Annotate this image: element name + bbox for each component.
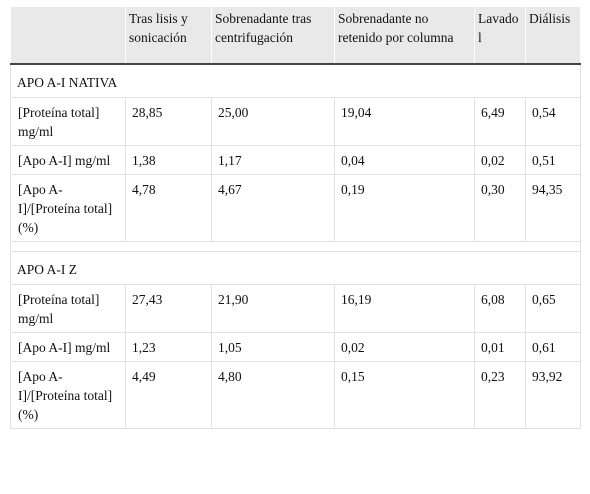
cell-value: 1,23 xyxy=(125,332,212,362)
column-header: Lavado l xyxy=(474,6,526,65)
section-title: APO A-I Z xyxy=(10,251,581,285)
cell-value: 1,38 xyxy=(125,145,212,175)
data-row: [Proteína total] mg/ml 28,85 25,00 19,04 6,4… xyxy=(10,97,581,146)
row-label: [Apo A-I]/[Proteína total] (%) xyxy=(10,174,126,242)
cell-value: 0,23 xyxy=(474,361,526,429)
cell-value: 21,90 xyxy=(211,284,335,333)
cell-value: 27,43 xyxy=(125,284,212,333)
cell-value: 0,01 xyxy=(474,332,526,362)
cell-value: 28,85 xyxy=(125,97,212,146)
data-row: [Apo A-I]/[Proteína total] (%) 4,49 4,80 0,… xyxy=(10,361,581,429)
column-header: Sobrenadante tras centrifugación xyxy=(211,6,335,65)
section-title: APO A-I NATIVA xyxy=(10,63,581,98)
data-row: [Proteína total] mg/ml 27,43 21,90 16,19 6,0… xyxy=(10,284,581,333)
section-row: APO A-I Z xyxy=(10,251,581,285)
cell-value: 19,04 xyxy=(334,97,475,146)
cell-value: 1,17 xyxy=(211,145,335,175)
cell-value: 0,04 xyxy=(334,145,475,175)
cell-value: 0,65 xyxy=(525,284,581,333)
spacer-cell xyxy=(10,241,581,252)
data-row: [Apo A-I] mg/ml 1,38 1,17 0,04 0,02 0,51 xyxy=(10,145,581,175)
cell-value: 0,19 xyxy=(334,174,475,242)
cell-value: 1,05 xyxy=(211,332,335,362)
cell-value: 4,67 xyxy=(211,174,335,242)
cell-value: 0,51 xyxy=(525,145,581,175)
cell-value: 0,54 xyxy=(525,97,581,146)
cell-value: 16,19 xyxy=(334,284,475,333)
cell-value: 25,00 xyxy=(211,97,335,146)
data-row: [Apo A-I] mg/ml 1,23 1,05 0,02 0,01 0,61 xyxy=(10,332,581,362)
row-label: [Apo A-I] mg/ml xyxy=(10,145,126,175)
spacer-row xyxy=(10,241,581,252)
cell-value: 6,49 xyxy=(474,97,526,146)
header-row: Tras lisis y sonicación Sobrenadante tras… xyxy=(10,6,581,65)
cell-value: 0,61 xyxy=(525,332,581,362)
column-header: Tras lisis y sonicación xyxy=(125,6,212,65)
header-corner xyxy=(10,6,126,65)
table-header: Tras lisis y sonicación Sobrenadante tras… xyxy=(10,6,581,65)
cell-value: 0,15 xyxy=(334,361,475,429)
section-row: APO A-I NATIVA xyxy=(10,63,581,98)
cell-value: 4,80 xyxy=(211,361,335,429)
row-label: [Apo A-I]/[Proteína total] (%) xyxy=(10,361,126,429)
cell-value: 0,30 xyxy=(474,174,526,242)
row-label: [Apo A-I] mg/ml xyxy=(10,332,126,362)
data-table: Tras lisis y sonicación Sobrenadante tras… xyxy=(10,6,581,429)
cell-value: 93,92 xyxy=(525,361,581,429)
data-row: [Apo A-I]/[Proteína total] (%) 4,78 4,67 0,… xyxy=(10,174,581,242)
row-label: [Proteína total] mg/ml xyxy=(10,284,126,333)
column-header: Sobrenadante no retenido por columna xyxy=(334,6,475,65)
cell-value: 4,49 xyxy=(125,361,212,429)
row-label: [Proteína total] mg/ml xyxy=(10,97,126,146)
cell-value: 94,35 xyxy=(525,174,581,242)
cell-value: 4,78 xyxy=(125,174,212,242)
table-body: APO A-I NATIVA [Proteína total] mg/ml 28,8… xyxy=(10,63,581,429)
cell-value: 0,02 xyxy=(474,145,526,175)
cell-value: 6,08 xyxy=(474,284,526,333)
column-header: Diálisis xyxy=(525,6,581,65)
cell-value: 0,02 xyxy=(334,332,475,362)
